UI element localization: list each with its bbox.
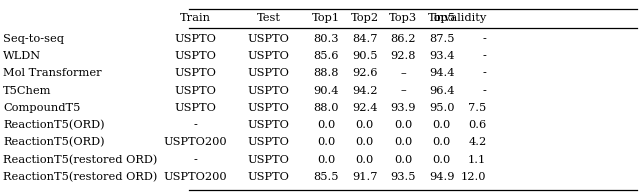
Text: USPTO200: USPTO200	[163, 172, 227, 182]
Text: Mol Transformer: Mol Transformer	[3, 68, 102, 78]
Text: USPTO: USPTO	[248, 137, 290, 147]
Text: ReactionT5(restored ORD): ReactionT5(restored ORD)	[3, 172, 157, 182]
Text: WLDN: WLDN	[3, 51, 42, 61]
Text: USPTO: USPTO	[248, 172, 290, 182]
Text: 0.0: 0.0	[433, 155, 451, 165]
Text: T5Chem: T5Chem	[3, 86, 52, 96]
Text: -: -	[483, 68, 486, 78]
Text: 90.5: 90.5	[352, 51, 378, 61]
Text: 90.4: 90.4	[314, 86, 339, 96]
Text: 96.4: 96.4	[429, 86, 454, 96]
Text: 0.0: 0.0	[433, 120, 451, 130]
Text: -: -	[483, 51, 486, 61]
Text: 84.7: 84.7	[352, 34, 378, 44]
Text: 0.0: 0.0	[394, 120, 412, 130]
Text: 91.7: 91.7	[352, 172, 378, 182]
Text: 0.0: 0.0	[394, 155, 412, 165]
Text: –: –	[401, 86, 406, 96]
Text: 92.6: 92.6	[352, 68, 378, 78]
Text: –: –	[401, 68, 406, 78]
Text: 85.6: 85.6	[314, 51, 339, 61]
Text: USPTO: USPTO	[174, 34, 216, 44]
Text: 92.8: 92.8	[390, 51, 416, 61]
Text: -: -	[193, 155, 197, 165]
Text: 92.4: 92.4	[352, 103, 378, 113]
Text: 0.0: 0.0	[433, 137, 451, 147]
Text: ReactionT5(ORD): ReactionT5(ORD)	[3, 120, 105, 130]
Text: Train: Train	[180, 13, 211, 23]
Text: ReactionT5(ORD): ReactionT5(ORD)	[3, 137, 105, 148]
Text: 0.0: 0.0	[317, 155, 335, 165]
Text: USPTO200: USPTO200	[163, 137, 227, 147]
Text: 93.4: 93.4	[429, 51, 454, 61]
Text: 0.0: 0.0	[317, 120, 335, 130]
Text: 0.0: 0.0	[356, 137, 374, 147]
Text: Top3: Top3	[389, 13, 417, 23]
Text: USPTO: USPTO	[174, 86, 216, 96]
Text: Top5: Top5	[428, 13, 456, 23]
Text: USPTO: USPTO	[248, 51, 290, 61]
Text: USPTO: USPTO	[248, 120, 290, 130]
Text: 85.5: 85.5	[314, 172, 339, 182]
Text: CompoundT5: CompoundT5	[3, 103, 81, 113]
Text: 0.0: 0.0	[317, 137, 335, 147]
Text: USPTO: USPTO	[248, 103, 290, 113]
Text: 80.3: 80.3	[314, 34, 339, 44]
Text: -: -	[483, 86, 486, 96]
Text: 0.0: 0.0	[356, 120, 374, 130]
Text: USPTO: USPTO	[248, 155, 290, 165]
Text: 88.8: 88.8	[314, 68, 339, 78]
Text: 88.0: 88.0	[314, 103, 339, 113]
Text: 95.0: 95.0	[429, 103, 454, 113]
Text: USPTO: USPTO	[248, 68, 290, 78]
Text: 4.2: 4.2	[468, 137, 486, 147]
Text: 93.9: 93.9	[390, 103, 416, 113]
Text: 0.0: 0.0	[394, 137, 412, 147]
Text: USPTO: USPTO	[174, 68, 216, 78]
Text: 1.1: 1.1	[468, 155, 486, 165]
Text: USPTO: USPTO	[248, 86, 290, 96]
Text: 86.2: 86.2	[390, 34, 416, 44]
Text: 0.0: 0.0	[356, 155, 374, 165]
Text: Top2: Top2	[351, 13, 379, 23]
Text: USPTO: USPTO	[248, 34, 290, 44]
Text: 94.4: 94.4	[429, 68, 454, 78]
Text: 7.5: 7.5	[468, 103, 486, 113]
Text: 94.2: 94.2	[352, 86, 378, 96]
Text: -: -	[193, 120, 197, 130]
Text: -: -	[483, 34, 486, 44]
Text: Seq-to-seq: Seq-to-seq	[3, 34, 64, 44]
Text: 93.5: 93.5	[390, 172, 416, 182]
Text: ReactionT5(restored ORD): ReactionT5(restored ORD)	[3, 154, 157, 165]
Text: USPTO: USPTO	[174, 103, 216, 113]
Text: 87.5: 87.5	[429, 34, 454, 44]
Text: Test: Test	[257, 13, 281, 23]
Text: USPTO: USPTO	[174, 51, 216, 61]
Text: 12.0: 12.0	[461, 172, 486, 182]
Text: Top1: Top1	[312, 13, 340, 23]
Text: 94.9: 94.9	[429, 172, 454, 182]
Text: invalidity: invalidity	[433, 13, 486, 23]
Text: 0.6: 0.6	[468, 120, 486, 130]
